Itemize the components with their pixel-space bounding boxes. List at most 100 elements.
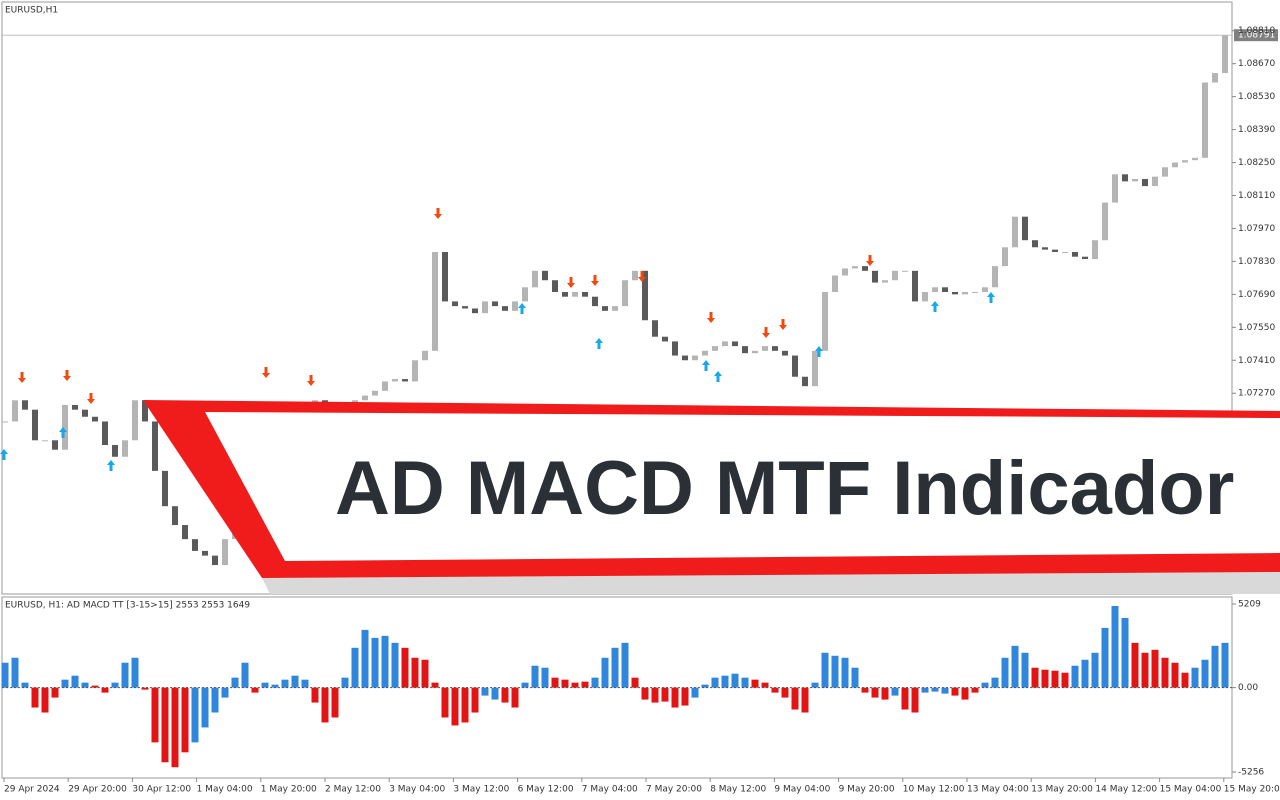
histogram-bar xyxy=(1091,652,1099,688)
candle xyxy=(212,555,218,566)
histogram-bar xyxy=(201,687,209,728)
candle xyxy=(742,346,748,354)
histogram-bar xyxy=(181,687,189,753)
histogram-bar xyxy=(771,687,779,693)
histogram-bar xyxy=(101,687,109,693)
candle xyxy=(842,268,848,276)
candle xyxy=(902,270,908,272)
histogram-bar xyxy=(1171,662,1179,688)
histogram-bar xyxy=(831,655,839,688)
candle xyxy=(772,346,778,351)
histogram-bar xyxy=(461,687,469,723)
x-tick-label: 7 May 20:00 xyxy=(646,785,702,795)
candle xyxy=(482,301,488,314)
candle xyxy=(782,350,788,356)
candle xyxy=(1162,167,1168,177)
candle xyxy=(922,291,928,302)
histogram-bar xyxy=(1101,627,1109,688)
histogram-bar xyxy=(1031,667,1039,688)
y-tick-label: 1.07970 xyxy=(1238,224,1275,234)
buy-arrow xyxy=(0,449,8,460)
x-tick-label: 6 May 12:00 xyxy=(518,785,574,795)
candle xyxy=(102,421,108,445)
histogram-bar xyxy=(161,687,169,763)
candle xyxy=(62,404,68,450)
histogram-bar xyxy=(1001,657,1009,688)
candle xyxy=(12,400,18,422)
histogram-bar xyxy=(991,677,999,688)
histogram-bar xyxy=(591,677,599,688)
histogram-bar xyxy=(1161,657,1169,688)
candle xyxy=(822,291,828,351)
candle xyxy=(602,306,608,311)
sell-arrow xyxy=(567,277,575,288)
histogram-bar xyxy=(571,682,579,688)
histogram-bar xyxy=(451,687,459,726)
candle xyxy=(32,409,38,441)
y-tick-label: 1.07270 xyxy=(1238,389,1275,399)
histogram-bar xyxy=(971,687,979,693)
histogram-bar xyxy=(41,687,49,713)
candle xyxy=(1192,157,1198,161)
candle xyxy=(1032,240,1038,248)
candle xyxy=(502,306,508,311)
histogram-bar xyxy=(761,682,769,688)
x-tick-label: 14 May 12:00 xyxy=(1095,785,1157,795)
x-tick-label: 1 May 04:00 xyxy=(197,785,253,795)
histogram-bar xyxy=(801,687,809,713)
buy-arrow xyxy=(931,301,939,312)
histogram-bar xyxy=(1211,645,1219,688)
candle xyxy=(832,275,838,292)
candle xyxy=(492,301,498,307)
candle xyxy=(862,266,868,271)
candle xyxy=(42,440,48,442)
histogram-bar xyxy=(1121,617,1129,688)
candle xyxy=(1002,247,1008,267)
candle xyxy=(522,287,528,302)
histogram-bar xyxy=(561,679,569,688)
histogram-bar xyxy=(621,642,629,688)
histogram-bar xyxy=(391,642,399,688)
banner: AD MACD MTF Indicador xyxy=(143,400,1280,594)
y-tick-label: 1.07550 xyxy=(1238,323,1275,333)
candle xyxy=(552,280,558,292)
sell-arrow xyxy=(762,327,770,338)
y-tick-label: 1.08530 xyxy=(1238,92,1275,102)
histogram-bar xyxy=(681,687,689,706)
candle xyxy=(952,291,958,295)
candle xyxy=(562,291,568,297)
histogram-bar xyxy=(911,687,919,713)
histogram-bar xyxy=(531,665,539,688)
candle xyxy=(1072,251,1078,257)
histogram-bar xyxy=(431,682,439,688)
x-tick-label: 9 May 04:00 xyxy=(774,785,830,795)
buy-arrow xyxy=(702,360,710,371)
histogram-bar xyxy=(841,657,849,688)
y-tick-label: 1.07830 xyxy=(1238,257,1275,267)
chart-title: EURUSD,H1 xyxy=(5,6,58,16)
candle xyxy=(582,291,588,297)
histogram-bar xyxy=(341,677,349,688)
x-tick-label: 13 May 04:00 xyxy=(967,785,1029,795)
x-tick-label: 15 May 20:00 xyxy=(1224,785,1280,795)
buy-arrow xyxy=(714,371,722,382)
x-tick-label: 8 May 12:00 xyxy=(710,785,766,795)
x-tick-label: 3 May 04:00 xyxy=(389,785,445,795)
sell-arrow xyxy=(262,367,270,378)
candle xyxy=(222,539,228,566)
histogram-bar xyxy=(661,687,669,702)
candle xyxy=(642,270,648,321)
histogram-bar xyxy=(1191,667,1199,688)
histogram-bar xyxy=(731,673,739,688)
candle xyxy=(932,287,938,292)
candle xyxy=(722,341,728,347)
candle xyxy=(762,346,768,351)
candle xyxy=(112,444,118,457)
candle xyxy=(182,525,188,540)
histogram-bar xyxy=(781,687,789,698)
candle xyxy=(402,379,408,382)
candle xyxy=(802,376,808,387)
histogram-bar xyxy=(1071,665,1079,688)
candle xyxy=(432,251,438,351)
